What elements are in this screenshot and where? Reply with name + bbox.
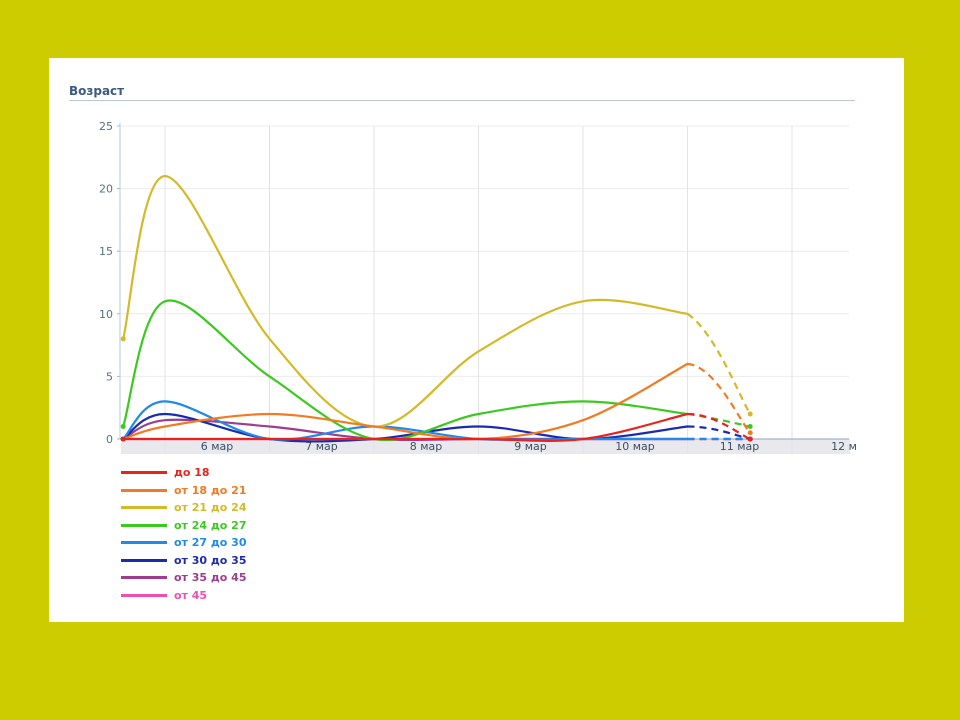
x-tick-label: 9 мар	[514, 440, 547, 453]
series-end-point	[747, 411, 753, 417]
series-start-point	[120, 336, 126, 342]
legend-swatch	[121, 523, 167, 527]
y-tick-label: 10	[99, 308, 113, 321]
x-axis-band	[121, 439, 850, 454]
x-tick-label: 11 мар	[720, 440, 760, 453]
y-tick-label: 0	[106, 433, 113, 446]
legend-swatch	[121, 593, 167, 597]
legend-label: от 21 до 24	[174, 501, 247, 515]
series-line-dashed	[687, 425, 751, 441]
series-end-point	[747, 436, 753, 442]
series-end-point	[747, 430, 753, 436]
legend-label: от 18 до 21	[174, 483, 247, 497]
legend-swatch	[121, 558, 167, 562]
legend-item: от 21 до 24	[121, 499, 246, 517]
series-line-dashed	[686, 312, 752, 415]
series-line-dashed	[687, 412, 751, 441]
series-end-point	[747, 423, 753, 429]
age-line-chart: 0 5 10 15 20 25 6 мар 7 мар 8 мар 9 мар 10 мар 11 м…	[99, 120, 857, 454]
legend-swatch	[121, 471, 167, 475]
series-line	[122, 175, 689, 428]
x-tick-label: 8 мар	[410, 440, 443, 453]
series-line	[122, 299, 689, 442]
legend-label: от 27 до 30	[174, 536, 247, 550]
series-line	[122, 412, 689, 442]
legend-item: от 24 до 27	[121, 517, 246, 535]
series-line-dashed	[687, 362, 752, 434]
legend-swatch	[121, 506, 167, 510]
legend-label: от 45	[174, 588, 208, 602]
x-tick-label: 7 мар	[305, 440, 338, 453]
chart-panel: Возраст 0 5 10 15 20 25 6 мар 7 мар 8 мар 9 мар 10…	[49, 58, 904, 622]
title-divider	[69, 100, 855, 101]
legend-item: до 18	[121, 464, 246, 482]
legend-item: от 18 до 21	[121, 482, 246, 500]
series-line-dashed	[687, 412, 751, 428]
legend-label: от 30 до 35	[174, 553, 247, 567]
y-tick-label: 25	[99, 120, 113, 133]
legend-swatch	[121, 488, 167, 492]
chart-legend: до 18 от 18 до 21 от 21 до 24 от 24 до 27 от…	[121, 464, 246, 604]
x-tick-label: 10 мар	[615, 440, 655, 453]
legend-item: от 27 до 30	[121, 534, 246, 552]
legend-item: от 30 до 35	[121, 552, 246, 570]
legend-label: от 35 до 45	[174, 571, 247, 585]
series-start-point	[120, 436, 126, 442]
series-line	[122, 362, 689, 441]
legend-label: от 24 до 27	[174, 518, 247, 532]
legend-item: от 45	[121, 587, 246, 605]
legend-item: от 35 до 45	[121, 569, 246, 587]
legend-swatch	[121, 541, 167, 545]
y-tick-label: 5	[106, 370, 113, 383]
legend-swatch	[121, 576, 167, 580]
chart-title: Возраст	[69, 84, 125, 98]
y-tick-label: 15	[99, 245, 113, 258]
x-tick-label: 6 мар	[201, 440, 234, 453]
x-tick-label: 12 м	[831, 440, 857, 453]
series-start-point	[120, 423, 126, 429]
legend-label: до 18	[174, 466, 210, 480]
y-tick-label: 20	[99, 183, 113, 196]
